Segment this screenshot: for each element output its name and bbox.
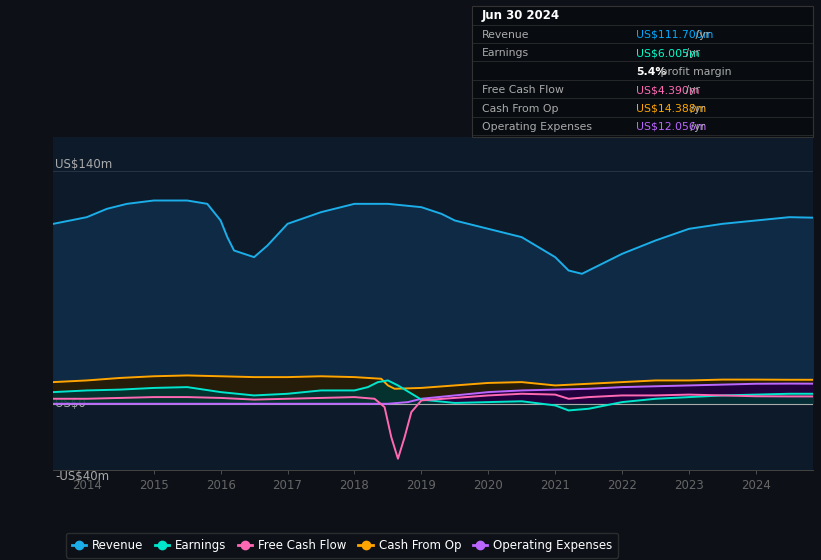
Text: US$140m: US$140m: [55, 157, 112, 170]
Text: /yr: /yr: [692, 30, 710, 40]
Text: US$0: US$0: [55, 397, 85, 410]
Text: /yr: /yr: [687, 122, 705, 132]
Text: US$14.388m: US$14.388m: [636, 104, 707, 114]
Text: Jun 30 2024: Jun 30 2024: [482, 9, 560, 22]
Text: 5.4%: 5.4%: [636, 67, 667, 77]
Text: US$111.700m: US$111.700m: [636, 30, 713, 40]
Text: /yr: /yr: [682, 48, 700, 58]
Text: Earnings: Earnings: [482, 48, 529, 58]
Text: US$6.005m: US$6.005m: [636, 48, 699, 58]
Text: US$12.056m: US$12.056m: [636, 122, 707, 132]
Text: Operating Expenses: Operating Expenses: [482, 122, 592, 132]
Legend: Revenue, Earnings, Free Cash Flow, Cash From Op, Operating Expenses: Revenue, Earnings, Free Cash Flow, Cash …: [66, 533, 618, 558]
Text: profit margin: profit margin: [657, 67, 732, 77]
Text: Revenue: Revenue: [482, 30, 530, 40]
Text: -US$40m: -US$40m: [55, 470, 109, 483]
Text: Free Cash Flow: Free Cash Flow: [482, 85, 564, 95]
Text: /yr: /yr: [682, 85, 700, 95]
Text: Cash From Op: Cash From Op: [482, 104, 558, 114]
Text: US$4.390m: US$4.390m: [636, 85, 699, 95]
Text: /yr: /yr: [687, 104, 705, 114]
